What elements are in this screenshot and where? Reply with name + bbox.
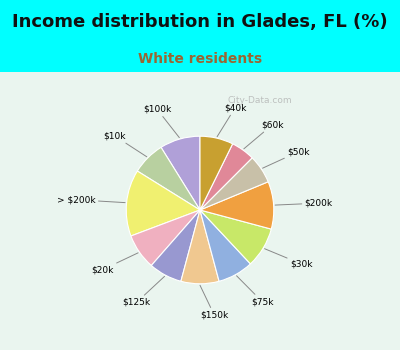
Text: $30k: $30k <box>264 249 312 268</box>
Text: $20k: $20k <box>92 253 138 274</box>
Text: $10k: $10k <box>104 131 147 157</box>
Wedge shape <box>200 182 274 229</box>
Text: City-Data.com: City-Data.com <box>228 96 292 105</box>
Wedge shape <box>131 210 200 265</box>
Wedge shape <box>126 171 200 236</box>
Text: > $200k: > $200k <box>57 195 125 204</box>
Wedge shape <box>161 136 200 210</box>
Text: $60k: $60k <box>244 120 284 149</box>
Text: $150k: $150k <box>200 285 228 319</box>
Text: $40k: $40k <box>217 104 246 137</box>
Text: $100k: $100k <box>143 105 179 138</box>
Text: White residents: White residents <box>138 52 262 66</box>
Text: $125k: $125k <box>122 276 164 307</box>
Wedge shape <box>181 210 219 284</box>
Text: $50k: $50k <box>262 147 310 168</box>
Wedge shape <box>200 136 233 210</box>
Wedge shape <box>200 210 250 281</box>
Wedge shape <box>151 210 200 281</box>
Text: $200k: $200k <box>275 199 333 208</box>
Wedge shape <box>200 158 268 210</box>
Text: Income distribution in Glades, FL (%): Income distribution in Glades, FL (%) <box>12 13 388 30</box>
Wedge shape <box>200 144 252 210</box>
Text: $75k: $75k <box>236 276 273 306</box>
Wedge shape <box>200 210 271 264</box>
Wedge shape <box>137 147 200 210</box>
